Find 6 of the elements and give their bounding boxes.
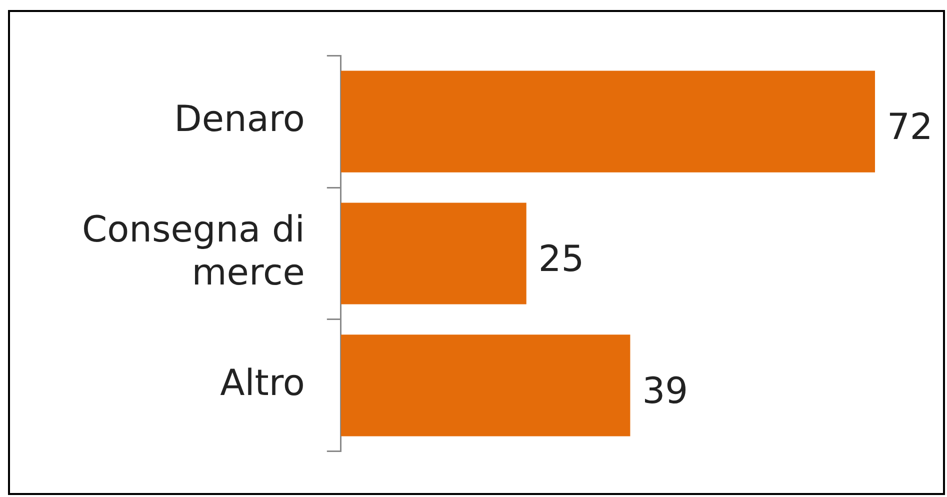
y-tick-label: Denaro (174, 98, 305, 140)
y-tick-label: Altro (220, 362, 305, 404)
y-tick-label: Consegna di merce (82, 209, 305, 294)
data-label: 39 (642, 370, 688, 412)
data-label: 72 (887, 106, 933, 148)
data-label: 25 (538, 238, 584, 280)
